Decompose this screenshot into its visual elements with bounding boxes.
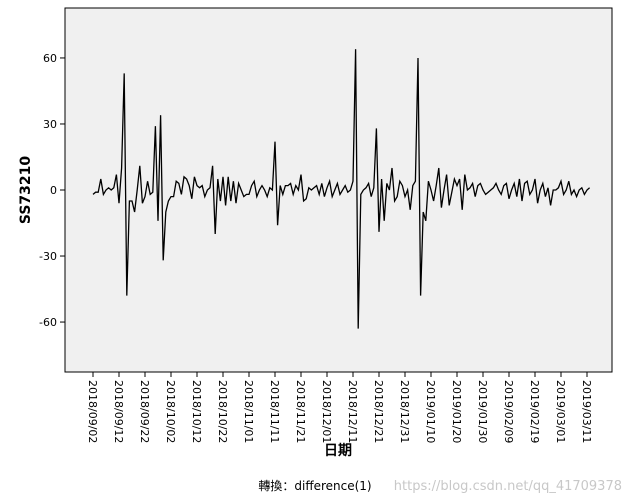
y-axis-label: SS73210: [18, 156, 34, 225]
x-tick-label: 2018/09/12: [112, 380, 125, 443]
x-tick-label: 2019/03/01: [554, 380, 567, 443]
x-axis-label: 日期: [324, 443, 352, 459]
x-tick-label: 2018/09/02: [86, 380, 99, 443]
x-tick-label: 2018/11/01: [242, 380, 255, 443]
x-tick-label: 2019/01/30: [476, 380, 489, 443]
x-tick-label: 2018/10/22: [216, 380, 229, 443]
y-tick-label: -60: [39, 316, 57, 329]
x-tick-label: 2018/12/31: [398, 380, 411, 443]
x-tick-label: 2018/12/01: [320, 380, 333, 443]
y-tick-label: -30: [39, 250, 57, 263]
y-tick-label: 30: [43, 118, 57, 131]
x-tick-label: 2019/01/20: [450, 380, 463, 443]
x-tick-label: 2019/01/10: [424, 380, 437, 443]
data-line: [92, 49, 591, 329]
x-tick-label: 2018/11/21: [294, 380, 307, 443]
y-tick-label: 60: [43, 52, 57, 65]
x-tick-label: 2018/12/11: [346, 380, 359, 443]
watermark: https://blog.csdn.net/qq_41709378: [394, 479, 622, 494]
x-tick-label: 2019/02/09: [502, 380, 515, 443]
x-tick-label: 2018/11/11: [268, 380, 281, 443]
footnote: 轉換：difference(1): [258, 479, 371, 493]
x-tick-label: 2018/09/22: [138, 380, 151, 443]
x-tick-label: 2019/03/11: [580, 380, 593, 443]
y-tick-label: 0: [50, 184, 57, 197]
x-tick-label: 2018/12/21: [372, 380, 385, 443]
x-tick-label: 2019/02/19: [528, 380, 541, 443]
x-tick-label: 2018/10/12: [190, 380, 203, 443]
x-tick-label: 2018/10/02: [164, 380, 177, 443]
